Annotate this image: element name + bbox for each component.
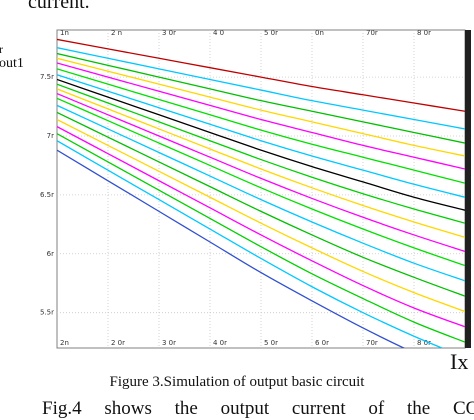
series-line-2 [57, 47, 465, 130]
series-line-11 [57, 92, 465, 253]
series-line-17 [57, 133, 465, 343]
x-tick-label-bottom: 4 0r [213, 339, 227, 347]
series-line-9 [57, 83, 465, 224]
series-line-1 [57, 38, 465, 112]
y-tick-label: 6.5r [40, 191, 54, 199]
series-line-18 [57, 140, 444, 348]
x-tick-label-bottom: 6 0r [315, 339, 329, 347]
x-tick-label-bottom: 2 0r [111, 339, 125, 347]
x-tick-label-top: 5 0r [264, 29, 278, 37]
x-tick-label-top: 3 0r [162, 29, 176, 37]
y-tick-label: 5.5r [40, 309, 54, 317]
x-tick-label-bottom: 2n [60, 339, 69, 347]
x-tick-label-bottom: 70r [366, 339, 378, 347]
x-tick-label-top: 0n [315, 29, 324, 37]
figure-caption: Figure 3.Simulation of output basic circ… [109, 374, 365, 390]
series-line-14 [57, 111, 465, 297]
series-lines [57, 38, 465, 348]
series-line-5 [57, 62, 465, 170]
series-line-3 [57, 52, 465, 144]
series-line-10 [57, 88, 465, 238]
x-tick-label-bottom: 3 0r [162, 339, 176, 347]
x-tick-label-bottom: 5 0r [264, 339, 278, 347]
y-axis-label: out1 [0, 56, 24, 71]
y-tick-label: 6r [47, 250, 54, 258]
x-tick-label-top: 1n [60, 29, 69, 37]
series-line-6 [57, 68, 465, 184]
series-line-7 [57, 74, 465, 198]
bottom-text-fragment: Fig.4 shows the output current of the CO… [42, 398, 474, 419]
series-line-13 [57, 104, 465, 282]
y-tick-label: 7.5r [40, 73, 54, 81]
series-line-19 [57, 149, 406, 348]
tick-labels: 1n 2n 2 n 2 0r 3 0r 3 0r 4 0 4 0r 5 0r 5 0r 0n 6 0r… [40, 29, 431, 347]
series-line-15 [57, 118, 465, 313]
x-tick-label-bottom: 8 0r [417, 339, 431, 347]
series-line-8 [57, 78, 465, 211]
y-axis-label-mark: r [0, 42, 3, 56]
top-text-fragment: current. [28, 0, 90, 13]
x-axis-label: Ix [450, 349, 469, 374]
x-tick-label-top: 4 0 [213, 29, 224, 37]
series-line-16 [57, 126, 465, 328]
right-scrollbar [465, 30, 471, 348]
x-tick-label-top: 70r [366, 29, 378, 37]
x-tick-label-top: 2 n [111, 29, 122, 37]
series-line-4 [57, 57, 465, 157]
x-tick-label-top: 8 0r [417, 29, 431, 37]
y-tick-label: 7r [47, 132, 54, 140]
series-line-12 [57, 97, 465, 267]
